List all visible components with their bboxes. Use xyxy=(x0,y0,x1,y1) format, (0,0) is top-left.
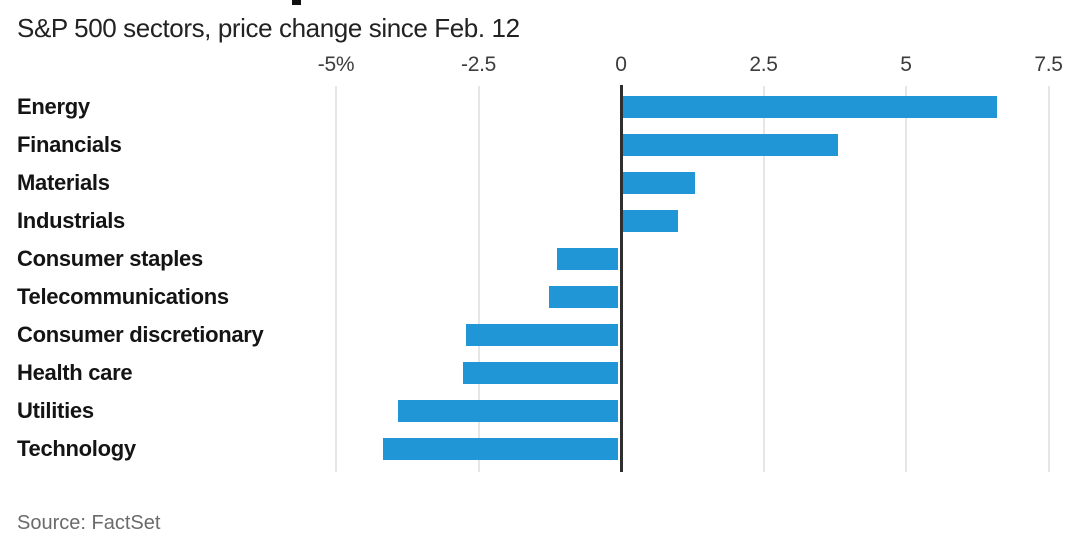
gridline--2.5 xyxy=(477,86,480,472)
bar-telecommunications xyxy=(548,285,618,308)
zero-axis-line xyxy=(620,85,623,472)
sector-label-consumer-staples: Consumer staples xyxy=(17,245,203,271)
x-tick-label: 2.5 xyxy=(749,53,778,76)
sector-label-technology: Technology xyxy=(17,435,136,461)
bar-consumer-discretionary xyxy=(466,323,618,346)
sector-label-energy: Energy xyxy=(17,93,90,119)
bar-energy xyxy=(623,95,998,118)
x-tick-label: 7.5 xyxy=(1034,53,1063,76)
gridline--5 xyxy=(335,86,337,472)
sector-label-financials: Financials xyxy=(17,131,122,157)
bar-materials xyxy=(623,171,696,194)
bar-industrials xyxy=(623,209,678,232)
bar-financials xyxy=(623,133,838,156)
sector-label-consumer-discretionary: Consumer discretionary xyxy=(17,321,264,347)
x-tick-label: -2.5 xyxy=(461,53,496,76)
bar-technology xyxy=(383,437,618,460)
bar-health-care xyxy=(463,361,618,384)
bar-utilities xyxy=(397,399,618,422)
sector-label-telecommunications: Telecommunications xyxy=(17,283,229,309)
x-tick-label: -5% xyxy=(317,53,355,76)
chart-subtitle: S&P 500 sectors, price change since Feb.… xyxy=(17,13,520,43)
gridline-5 xyxy=(905,86,907,472)
x-tick-label: 0 xyxy=(615,53,627,76)
x-tick-label: 5 xyxy=(900,53,912,76)
bar-consumer-staples xyxy=(557,247,618,270)
sector-label-health-care: Health care xyxy=(17,359,133,385)
sector-label-utilities: Utilities xyxy=(17,397,94,423)
cropped-headline-fragment xyxy=(292,0,301,5)
sector-label-industrials: Industrials xyxy=(17,207,125,233)
sector-label-materials: Materials xyxy=(17,169,110,195)
gridline-2.5 xyxy=(762,86,765,472)
source-note: Source: FactSet xyxy=(17,512,161,534)
gridline-7.5 xyxy=(1047,86,1050,472)
